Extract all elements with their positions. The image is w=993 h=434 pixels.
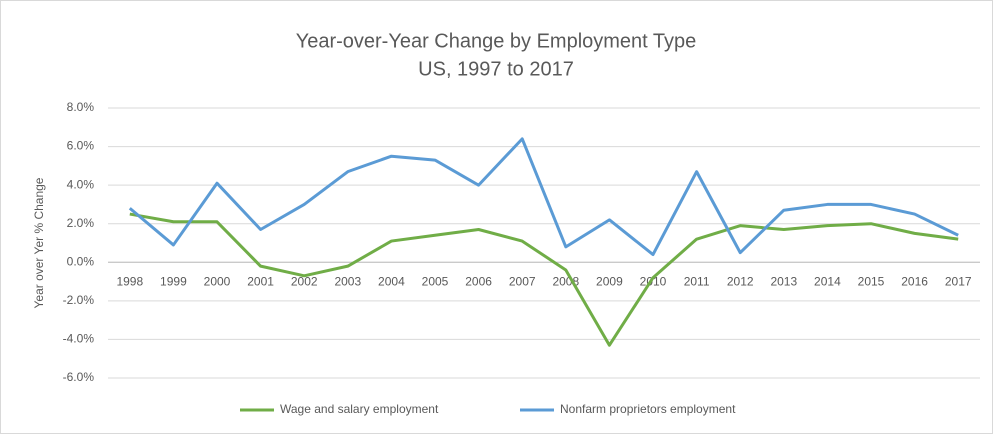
x-tick-label: 2012 [727, 274, 754, 288]
legend-label: Wage and salary employment [280, 402, 439, 416]
x-tick-label: 2005 [422, 274, 449, 288]
x-tick-label: 2011 [684, 274, 710, 288]
y-axis-label: Year over Yer % Change [32, 177, 46, 308]
chart-subtitle: US, 1997 to 2017 [418, 58, 574, 80]
x-tick-label: 2002 [291, 274, 318, 288]
chart-title: Year-over-Year Change by Employment Type [296, 30, 697, 52]
line-series [128, 137, 959, 257]
x-tick-label: 2004 [378, 274, 405, 288]
x-tick-label: 2001 [247, 274, 274, 288]
y-tick-label: 0.0% [67, 254, 95, 268]
x-tick-label: 2017 [945, 274, 972, 288]
legend-label: Nonfarm proprietors employment [560, 402, 736, 416]
x-tick-label: 2015 [858, 274, 885, 288]
x-tick-label: 2010 [640, 274, 667, 288]
x-tick-label: 1999 [160, 274, 187, 288]
x-tick-label: 2014 [814, 274, 841, 288]
y-tick-label: 2.0% [67, 216, 95, 230]
x-tick-label: 2009 [596, 274, 623, 288]
y-tick-label: 4.0% [67, 177, 95, 191]
x-tick-label: 2013 [770, 274, 797, 288]
y-tick-label: -2.0% [63, 293, 95, 307]
y-tick-label: 8.0% [67, 100, 95, 114]
x-tick-label: 2016 [901, 274, 928, 288]
y-tick-label: 6.0% [67, 139, 95, 153]
x-tick-label: 2000 [204, 274, 231, 288]
x-tick-label: 2006 [465, 274, 492, 288]
x-tick-label: 1998 [116, 274, 143, 288]
x-tick-label: 2008 [552, 274, 579, 288]
line-series [129, 212, 959, 347]
y-tick-label: -4.0% [63, 332, 95, 346]
x-tick-label: 2007 [509, 274, 536, 288]
y-tick-label: -6.0% [63, 370, 95, 384]
x-tick-label: 2003 [334, 274, 361, 288]
